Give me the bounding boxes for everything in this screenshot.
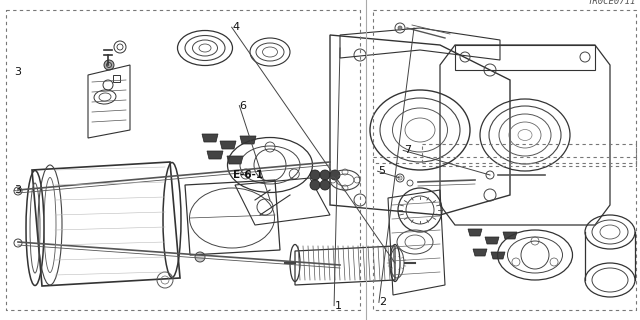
Polygon shape <box>468 229 482 236</box>
Circle shape <box>320 170 330 180</box>
Text: 2: 2 <box>379 297 387 308</box>
Circle shape <box>310 170 320 180</box>
Circle shape <box>320 180 330 190</box>
Polygon shape <box>473 249 487 256</box>
Circle shape <box>195 252 205 262</box>
Circle shape <box>104 60 114 70</box>
Text: 3: 3 <box>15 185 21 196</box>
Circle shape <box>330 170 340 180</box>
Polygon shape <box>220 141 236 149</box>
Circle shape <box>398 26 402 30</box>
Text: 6: 6 <box>240 100 246 111</box>
Text: E-6-1: E-6-1 <box>233 170 264 180</box>
Text: TR0CE0711: TR0CE0711 <box>587 0 636 6</box>
Polygon shape <box>202 134 218 142</box>
Polygon shape <box>485 237 499 244</box>
Text: 5: 5 <box>378 166 385 176</box>
Text: 7: 7 <box>404 145 412 156</box>
Text: 3: 3 <box>15 67 21 77</box>
Polygon shape <box>240 136 256 144</box>
Polygon shape <box>491 252 505 259</box>
Polygon shape <box>207 151 223 159</box>
Text: 4: 4 <box>232 22 239 32</box>
Circle shape <box>310 180 320 190</box>
Polygon shape <box>503 232 517 239</box>
Polygon shape <box>227 156 243 164</box>
Text: 1: 1 <box>335 300 341 311</box>
